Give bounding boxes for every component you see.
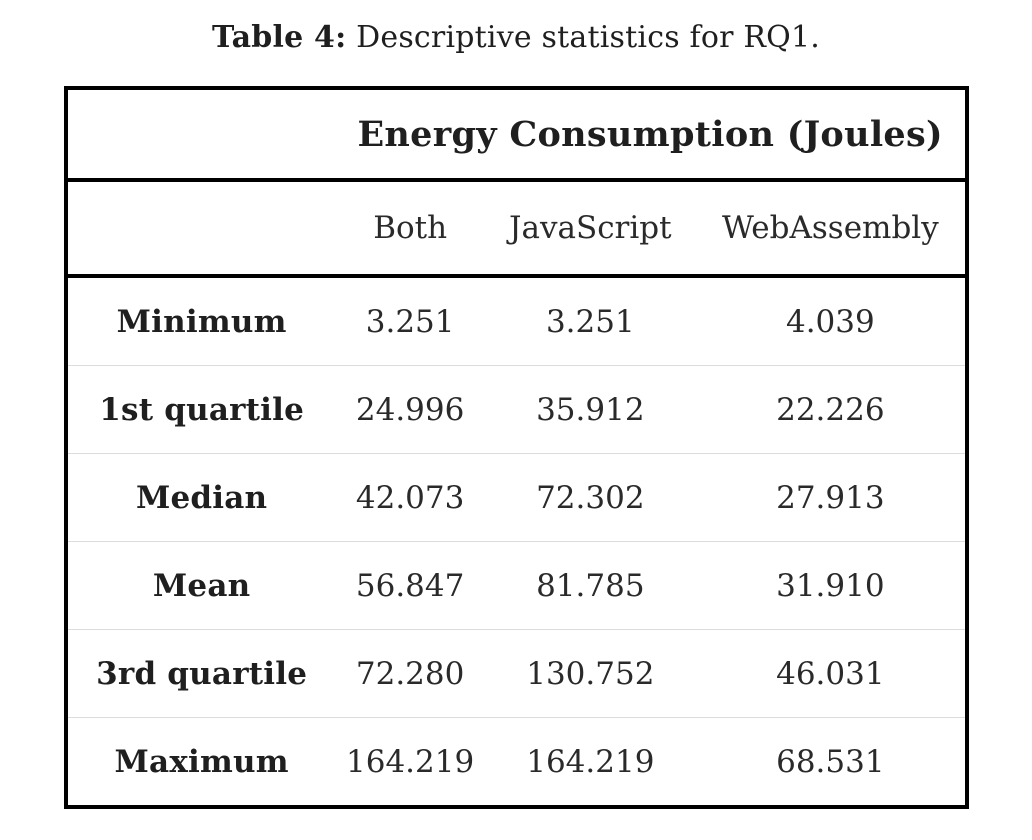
cell-value: 81.785 <box>484 541 697 630</box>
cell-value: 68.531 <box>776 743 885 780</box>
cell-value: 72.302 <box>484 453 697 542</box>
cell-value: 24.996 <box>335 365 485 454</box>
row-label: Median <box>65 453 336 542</box>
table-row-maximum: Maximum 164.219 164.219 68.531 <box>66 718 967 808</box>
row-label: Maximum <box>114 743 289 780</box>
table-caption-label: Table 4: <box>212 20 347 55</box>
row-label: Mean <box>65 541 336 630</box>
cell-value: 22.226 <box>696 365 967 454</box>
column-header-javascript: JavaScript <box>484 180 697 278</box>
group-header: Energy Consumption (Joules) <box>335 88 967 182</box>
cell-value: 72.280 <box>335 629 485 718</box>
cell-value: 3.251 <box>484 276 697 366</box>
column-header-both: Both <box>335 180 485 278</box>
table-container: Energy Consumption (Joules) Both JavaScr… <box>63 86 969 809</box>
cell-value: 35.912 <box>484 365 697 454</box>
cell-value: 27.913 <box>696 453 967 542</box>
table-row-minimum: Minimum 3.251 3.251 4.039 <box>65 276 967 366</box>
table-row-mean: Mean 56.847 81.785 31.910 <box>65 541 967 630</box>
table-caption: Table 4: Descriptive statistics for RQ1. <box>0 20 1032 56</box>
row-label: 1st quartile <box>65 365 336 454</box>
cell-value: 164.219 <box>526 743 655 780</box>
cell-value: 164.219 <box>346 743 475 780</box>
cell-value: 56.847 <box>335 541 485 630</box>
table-caption-text: Descriptive statistics for RQ1. <box>356 20 820 55</box>
cell-value: 31.910 <box>696 541 967 630</box>
column-header-webassembly: WebAssembly <box>696 180 967 278</box>
table-row-1st-quartile: 1st quartile 24.996 35.912 22.226 <box>65 365 967 454</box>
table-row-median: Median 42.073 72.302 27.913 <box>65 453 967 542</box>
empty-corner-cell <box>65 88 336 182</box>
cell-value: 130.752 <box>484 629 697 718</box>
group-header-row: Energy Consumption (Joules) <box>65 88 967 182</box>
table-row-3rd-quartile: 3rd quartile 72.280 130.752 46.031 <box>65 629 967 718</box>
row-label: 3rd quartile <box>65 629 336 718</box>
row-label: Minimum <box>65 276 336 366</box>
cell-value: 3.251 <box>335 276 485 366</box>
cell-value: 42.073 <box>335 453 485 542</box>
column-header-row: Both JavaScript WebAssembly <box>65 180 967 278</box>
cell-value: 4.039 <box>696 276 967 366</box>
cell-value: 46.031 <box>696 629 967 718</box>
empty-corner-cell <box>65 180 336 278</box>
descriptive-stats-table: Energy Consumption (Joules) Both JavaScr… <box>63 86 969 809</box>
